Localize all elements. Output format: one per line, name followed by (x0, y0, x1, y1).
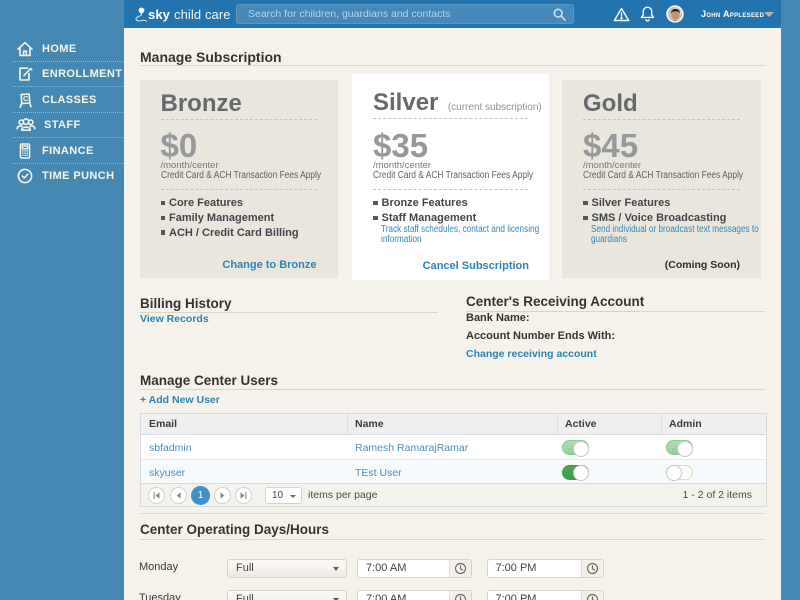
svg-text:C: C (23, 94, 29, 103)
